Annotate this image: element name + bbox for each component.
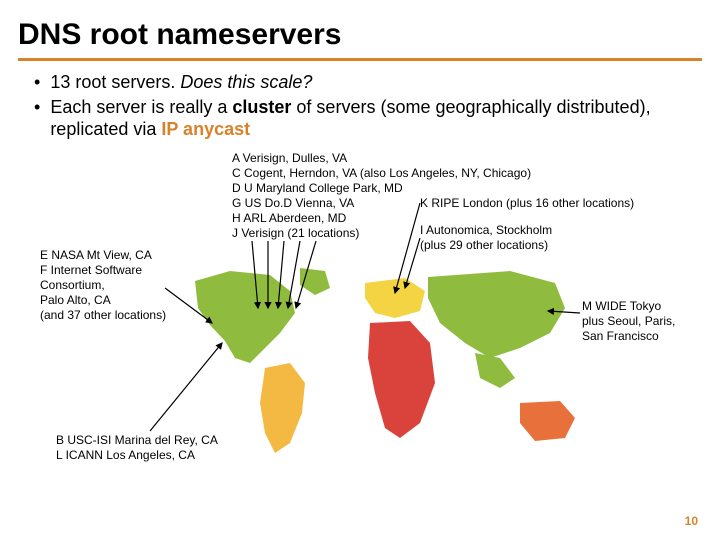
- content-area: A Verisign, Dulles, VA C Cogent, Herndon…: [0, 143, 720, 473]
- group-left: E NASA Mt View, CA F Internet Software C…: [40, 248, 166, 323]
- label-i-1: I Autonomica, Stockholm: [420, 223, 552, 238]
- north-america: [195, 271, 295, 363]
- bullet-2d: IP anycast: [161, 119, 250, 139]
- label-c: C Cogent, Herndon, VA (also Los Angeles,…: [232, 166, 531, 181]
- greenland: [300, 268, 330, 295]
- africa: [368, 321, 435, 438]
- south-america: [260, 363, 305, 453]
- australia: [520, 401, 575, 441]
- title-underline: [18, 58, 702, 61]
- label-e: E NASA Mt View, CA: [40, 248, 166, 263]
- label-f-3: Palo Alto, CA: [40, 293, 166, 308]
- bullet-1b: Does this scale?: [180, 72, 312, 92]
- group-i: I Autonomica, Stockholm (plus 29 other l…: [420, 223, 552, 253]
- page-number: 10: [685, 514, 698, 528]
- map-svg: [180, 263, 600, 463]
- europe: [365, 278, 425, 318]
- bullet-1: • 13 root servers. Does this scale?: [34, 71, 692, 94]
- world-map: [180, 263, 600, 463]
- bullet-2-text: Each server is really a cluster of serve…: [50, 96, 692, 141]
- south-asia: [475, 353, 515, 388]
- bullet-1-text: 13 root servers. Does this scale?: [50, 71, 312, 94]
- label-f-4: (and 37 other locations): [40, 308, 166, 323]
- label-k: K RIPE London (plus 16 other locations): [420, 196, 634, 211]
- label-f-1: F Internet Software: [40, 263, 166, 278]
- bullet-list: • 13 root servers. Does this scale? • Ea…: [0, 71, 720, 141]
- bullet-1a: 13 root servers.: [50, 72, 180, 92]
- bullet-2a: Each server is really a: [50, 97, 232, 117]
- bullet-2b: cluster: [232, 97, 291, 117]
- bullet-2: • Each server is really a cluster of ser…: [34, 96, 692, 141]
- label-a: A Verisign, Dulles, VA: [232, 151, 531, 166]
- bullet-mark: •: [34, 71, 40, 94]
- slide-title: DNS root nameservers: [0, 0, 720, 56]
- asia: [428, 271, 565, 358]
- label-d: D U Maryland College Park, MD: [232, 181, 531, 196]
- bullet-mark: •: [34, 96, 40, 141]
- label-i-2: (plus 29 other locations): [420, 238, 552, 253]
- label-f-2: Consortium,: [40, 278, 166, 293]
